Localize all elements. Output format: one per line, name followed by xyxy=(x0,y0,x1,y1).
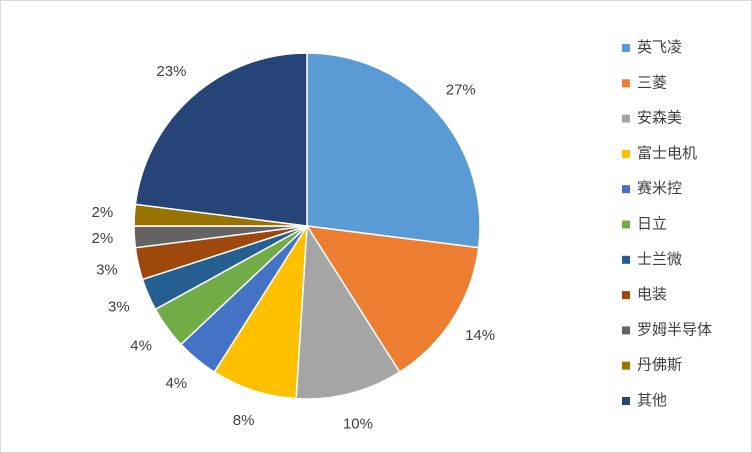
data-label: 10% xyxy=(343,416,373,433)
pie-slice xyxy=(295,223,401,400)
data-label: 23% xyxy=(156,63,186,80)
legend-label: 日立 xyxy=(637,215,667,232)
data-label: 14% xyxy=(465,327,495,344)
pie-slice xyxy=(305,225,480,374)
legend-label: 赛米控 xyxy=(637,180,682,197)
legend-swatch xyxy=(622,397,630,405)
data-label: 4% xyxy=(130,337,152,354)
legend-swatch xyxy=(622,149,630,158)
legend-label: 罗姆半导体 xyxy=(637,321,712,338)
legend-label: 电装 xyxy=(637,286,667,303)
legend-label: 其他 xyxy=(637,392,667,409)
legend-swatch xyxy=(622,291,630,300)
legend-swatch xyxy=(622,220,630,229)
data-label: 27% xyxy=(446,81,476,98)
legend-swatch xyxy=(622,44,630,52)
pie-slice xyxy=(134,52,308,227)
legend-label: 三菱 xyxy=(637,74,667,91)
pie-slice xyxy=(306,52,481,249)
data-label: 8% xyxy=(233,412,255,429)
data-label: 2% xyxy=(92,204,114,221)
legend-swatch xyxy=(622,185,630,194)
legend-label: 英飞凌 xyxy=(637,38,682,56)
data-label: 2% xyxy=(92,230,114,247)
data-label: 3% xyxy=(108,298,130,315)
legend-swatch xyxy=(622,361,630,370)
legend-label: 富士电机 xyxy=(637,144,697,162)
data-label: 3% xyxy=(96,262,118,279)
legend-swatch xyxy=(622,255,630,264)
legend-swatch xyxy=(622,114,630,123)
legend-label: 安森美 xyxy=(637,110,682,127)
legend-label: 丹佛斯 xyxy=(637,357,682,374)
legend-swatch xyxy=(622,326,630,335)
legend-swatch xyxy=(622,79,630,88)
data-label: 4% xyxy=(165,375,187,392)
legend-label: 士兰微 xyxy=(637,251,682,268)
